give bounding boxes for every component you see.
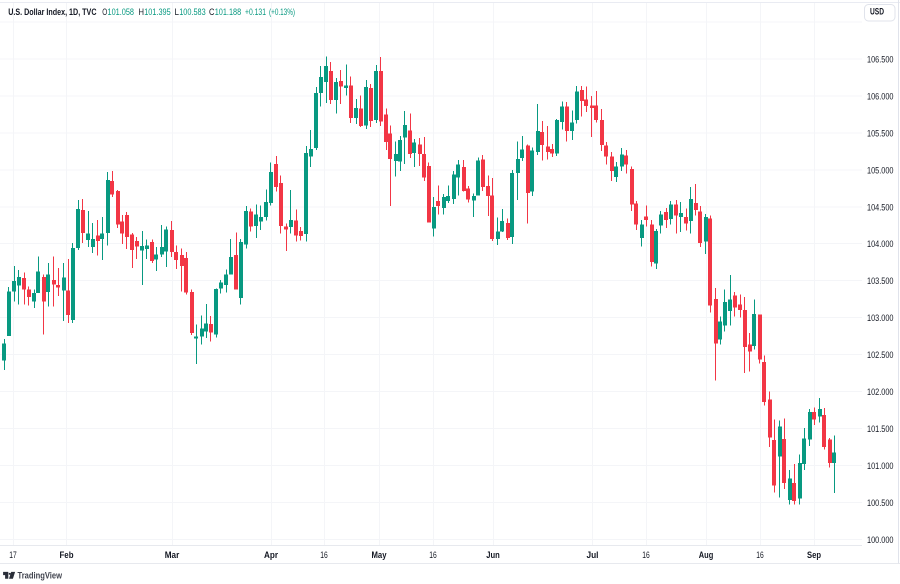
svg-text:100.583: 100.583 xyxy=(179,7,206,18)
svg-text:L: L xyxy=(175,7,180,18)
svg-text:16: 16 xyxy=(642,550,650,561)
svg-text:TradingView: TradingView xyxy=(18,571,63,581)
svg-text:Jul: Jul xyxy=(587,550,599,561)
svg-text:Mar: Mar xyxy=(165,550,180,561)
svg-text:104.500: 104.500 xyxy=(867,202,894,213)
svg-text:101.000: 101.000 xyxy=(867,461,894,472)
svg-text:Apr: Apr xyxy=(264,550,278,561)
svg-text:103.000: 103.000 xyxy=(867,313,894,324)
svg-text:+0.131: +0.131 xyxy=(245,7,266,18)
svg-text:106.500: 106.500 xyxy=(867,54,894,65)
svg-text:101.188: 101.188 xyxy=(215,7,242,18)
svg-text:16: 16 xyxy=(756,550,764,561)
svg-text:USD: USD xyxy=(870,6,884,17)
svg-text:106.000: 106.000 xyxy=(867,91,894,102)
svg-text:105.500: 105.500 xyxy=(867,128,894,139)
svg-text:U.S. Dollar Index, 1D, TVC: U.S. Dollar Index, 1D, TVC xyxy=(8,7,96,18)
svg-text:17: 17 xyxy=(9,550,17,561)
svg-text:103.500: 103.500 xyxy=(867,276,894,287)
svg-text:102.000: 102.000 xyxy=(867,387,894,398)
svg-text:H: H xyxy=(139,7,145,18)
svg-text:16: 16 xyxy=(320,550,328,561)
svg-text:(+0.13%): (+0.13%) xyxy=(269,7,295,18)
svg-text:102.500: 102.500 xyxy=(867,350,894,361)
svg-text:16: 16 xyxy=(429,550,437,561)
svg-text:Jun: Jun xyxy=(486,550,500,561)
svg-text:105.000: 105.000 xyxy=(867,165,894,176)
svg-text:101.058: 101.058 xyxy=(108,7,135,18)
svg-text:Aug: Aug xyxy=(699,550,714,561)
svg-text:Sep: Sep xyxy=(807,550,821,561)
svg-text:O: O xyxy=(102,7,107,18)
svg-text:100.500: 100.500 xyxy=(867,498,894,509)
svg-text:100.000: 100.000 xyxy=(867,535,894,546)
svg-text:May: May xyxy=(372,550,388,561)
svg-text:101.500: 101.500 xyxy=(867,424,894,435)
svg-text:Feb: Feb xyxy=(60,550,74,561)
svg-text:104.000: 104.000 xyxy=(867,239,894,250)
svg-text:101.395: 101.395 xyxy=(144,7,171,18)
svg-text:C: C xyxy=(209,7,215,18)
